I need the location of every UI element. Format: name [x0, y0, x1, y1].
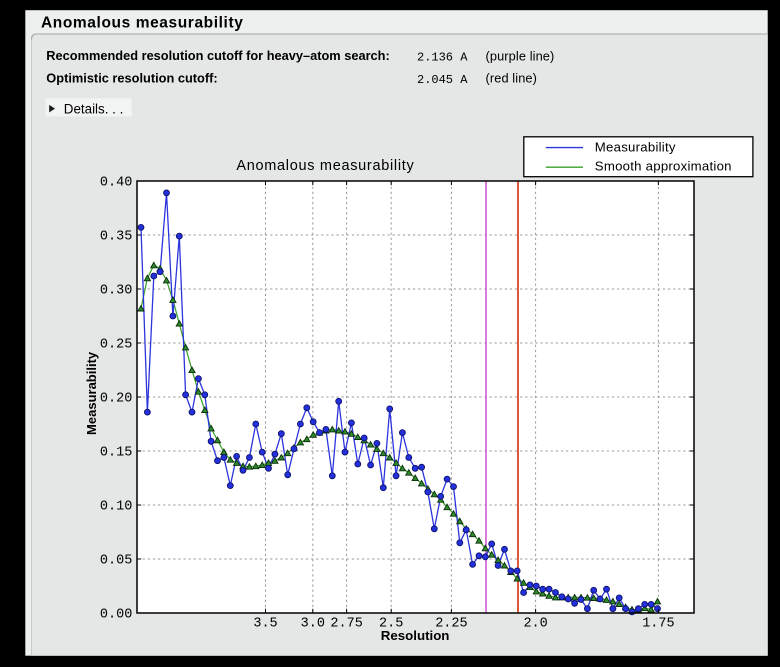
- svg-text:0.25: 0.25: [100, 338, 132, 353]
- svg-text:2.0: 2.0: [523, 616, 547, 631]
- svg-text:0.00: 0.00: [100, 608, 132, 623]
- svg-text:Recommended resolution cutoff: Recommended resolution cutoff for heavy–…: [46, 48, 389, 63]
- svg-text:Anomalous measurability: Anomalous measurability: [236, 158, 414, 174]
- svg-text:Measurability: Measurability: [84, 351, 99, 435]
- svg-text:0.40: 0.40: [100, 176, 132, 191]
- svg-text:1.75: 1.75: [642, 616, 674, 631]
- svg-text:0.10: 0.10: [100, 500, 132, 515]
- svg-text:0.05: 0.05: [100, 554, 132, 569]
- svg-text:0.15: 0.15: [100, 446, 132, 461]
- svg-text:3.5: 3.5: [253, 616, 277, 631]
- svg-text:(purple line): (purple line): [486, 48, 555, 63]
- svg-text:(red line): (red line): [486, 71, 538, 86]
- svg-text:2.045 A: 2.045 A: [417, 73, 468, 87]
- svg-text:2.25: 2.25: [435, 616, 467, 631]
- svg-text:0.20: 0.20: [100, 392, 132, 407]
- svg-text:2.5: 2.5: [379, 616, 403, 631]
- svg-text:Measurability: Measurability: [595, 139, 676, 154]
- svg-text:0.30: 0.30: [100, 284, 132, 299]
- svg-text:Smooth approximation: Smooth approximation: [595, 159, 732, 174]
- svg-text:2.136 A: 2.136 A: [417, 50, 468, 64]
- svg-text:Resolution: Resolution: [381, 628, 450, 643]
- svg-text:2.75: 2.75: [330, 616, 362, 631]
- svg-text:Details. . .: Details. . .: [64, 101, 124, 116]
- svg-text:3.0: 3.0: [301, 616, 325, 631]
- svg-text:Optimistic resolution cutoff:: Optimistic resolution cutoff:: [46, 71, 217, 86]
- svg-text:0.35: 0.35: [100, 230, 132, 245]
- svg-text:Anomalous measurability: Anomalous measurability: [41, 15, 243, 32]
